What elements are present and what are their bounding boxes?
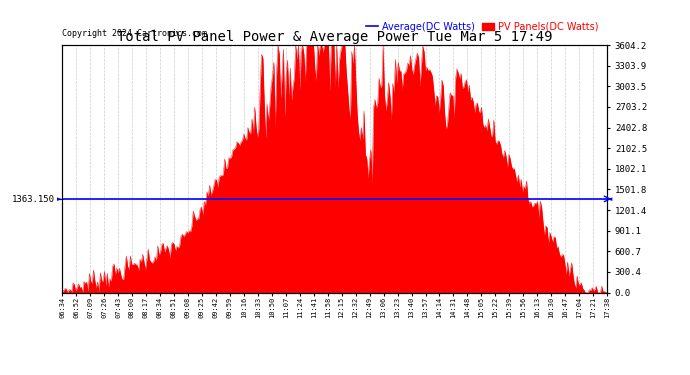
Text: ►: ► [57, 196, 62, 202]
Text: ◄: ◄ [607, 196, 613, 202]
Title: Total PV Panel Power & Average Power Tue Mar 5 17:49: Total PV Panel Power & Average Power Tue… [117, 30, 553, 44]
Legend: Average(DC Watts), PV Panels(DC Watts): Average(DC Watts), PV Panels(DC Watts) [362, 18, 602, 36]
Text: Copyright 2024 Cartronics.com: Copyright 2024 Cartronics.com [62, 28, 207, 38]
